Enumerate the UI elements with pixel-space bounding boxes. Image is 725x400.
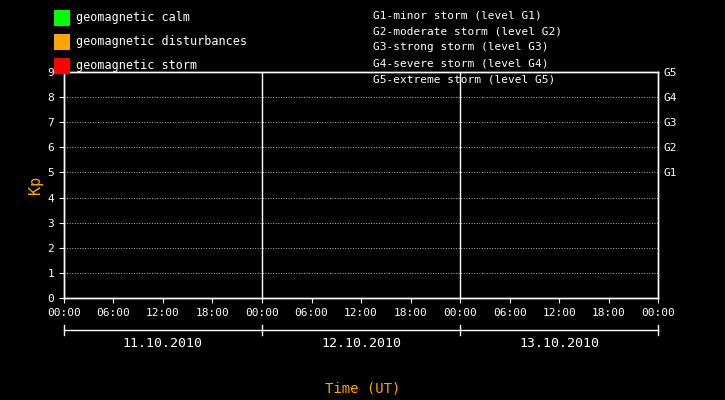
Text: 13.10.2010: 13.10.2010 xyxy=(519,337,600,350)
Text: 11.10.2010: 11.10.2010 xyxy=(123,337,203,350)
Text: 12.10.2010: 12.10.2010 xyxy=(321,337,401,350)
Text: Time (UT): Time (UT) xyxy=(325,382,400,396)
Text: geomagnetic storm: geomagnetic storm xyxy=(76,60,197,72)
Text: G5-extreme storm (level G5): G5-extreme storm (level G5) xyxy=(373,74,555,84)
Text: G4-severe storm (level G4): G4-severe storm (level G4) xyxy=(373,58,549,68)
Text: G2-moderate storm (level G2): G2-moderate storm (level G2) xyxy=(373,26,563,36)
Text: G3-strong storm (level G3): G3-strong storm (level G3) xyxy=(373,42,549,52)
Text: geomagnetic disturbances: geomagnetic disturbances xyxy=(76,36,247,48)
Text: geomagnetic calm: geomagnetic calm xyxy=(76,12,190,24)
Y-axis label: Kp: Kp xyxy=(28,176,44,194)
Text: G1-minor storm (level G1): G1-minor storm (level G1) xyxy=(373,10,542,20)
